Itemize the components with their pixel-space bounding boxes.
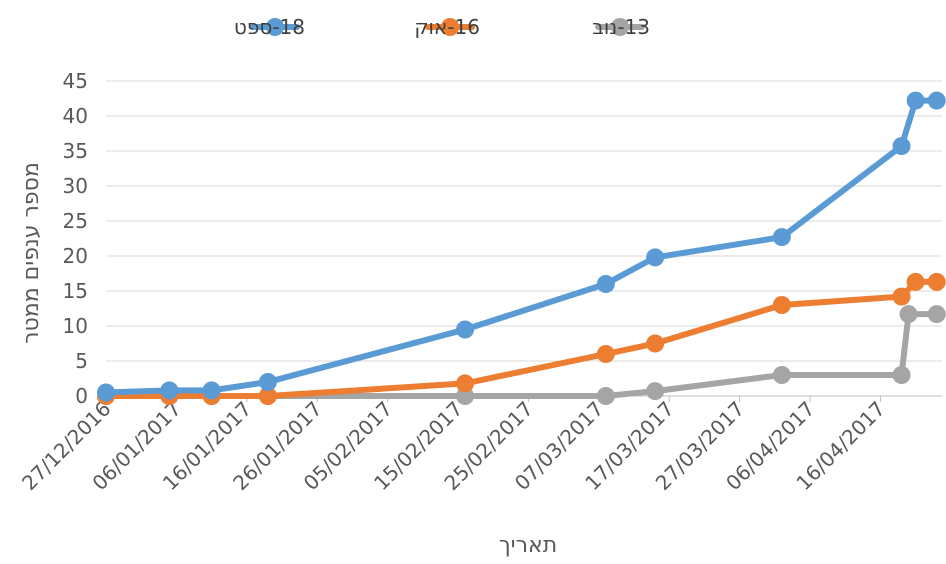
y-tick-label: 40 bbox=[63, 104, 88, 128]
y-tick-label: 5 bbox=[75, 349, 88, 373]
y-tick-label: 25 bbox=[63, 209, 88, 233]
legend-label: 16-אוק bbox=[414, 15, 480, 39]
y-tick-label: 10 bbox=[63, 314, 88, 338]
data-point bbox=[927, 272, 946, 291]
y-axis-ticks: 0 5 10 15 20 25 30 35 40 45 bbox=[63, 69, 88, 408]
legend-item: 18-ספט bbox=[234, 15, 305, 39]
data-point bbox=[772, 228, 791, 247]
data-point bbox=[892, 137, 911, 156]
series-group bbox=[97, 91, 946, 405]
series-1 bbox=[97, 91, 946, 402]
data-point bbox=[906, 272, 925, 291]
legend-marker bbox=[441, 18, 459, 36]
legend-marker bbox=[266, 18, 284, 36]
y-tick-label: 35 bbox=[63, 139, 88, 163]
data-point bbox=[456, 387, 475, 405]
data-point bbox=[892, 366, 911, 384]
data-point bbox=[927, 305, 946, 324]
data-point bbox=[596, 345, 615, 363]
grid-lines bbox=[106, 80, 942, 362]
data-point bbox=[258, 373, 277, 391]
data-point bbox=[160, 381, 179, 400]
data-point bbox=[202, 381, 221, 400]
x-axis-title: תאריך bbox=[499, 533, 557, 558]
data-point bbox=[899, 305, 918, 324]
series-line bbox=[103, 97, 940, 396]
data-point bbox=[596, 387, 615, 405]
y-tick-label: 0 bbox=[75, 384, 88, 408]
data-point bbox=[892, 287, 911, 306]
legend-marker bbox=[611, 18, 629, 36]
y-tick-label: 30 bbox=[63, 174, 88, 198]
data-point bbox=[596, 275, 615, 293]
data-point bbox=[927, 91, 946, 110]
data-point bbox=[456, 320, 475, 339]
data-point bbox=[772, 366, 791, 384]
y-tick-label: 15 bbox=[63, 279, 88, 303]
series-2 bbox=[97, 272, 946, 405]
legend-label: 13-נוב bbox=[592, 15, 650, 39]
y-tick-label: 45 bbox=[63, 69, 88, 93]
legend-item: 13-נוב bbox=[592, 15, 650, 39]
data-point bbox=[772, 296, 791, 314]
data-point bbox=[97, 383, 115, 402]
series-line bbox=[103, 278, 940, 399]
data-point bbox=[646, 248, 665, 267]
y-tick-label: 20 bbox=[63, 244, 88, 268]
data-point bbox=[906, 91, 925, 110]
legend-item: 16-אוק bbox=[414, 15, 480, 39]
data-point bbox=[258, 387, 277, 405]
legend: 18-ספט 16-אוק 13-נוב bbox=[234, 15, 650, 39]
legend-label: 18-ספט bbox=[234, 15, 305, 39]
data-point bbox=[646, 334, 665, 353]
data-point bbox=[456, 374, 475, 393]
data-point bbox=[646, 382, 665, 401]
x-axis: 27/12/201606/01/201716/01/201726/01/2017… bbox=[17, 395, 942, 495]
y-axis-title: מספר ענפים ממטר bbox=[19, 162, 44, 344]
